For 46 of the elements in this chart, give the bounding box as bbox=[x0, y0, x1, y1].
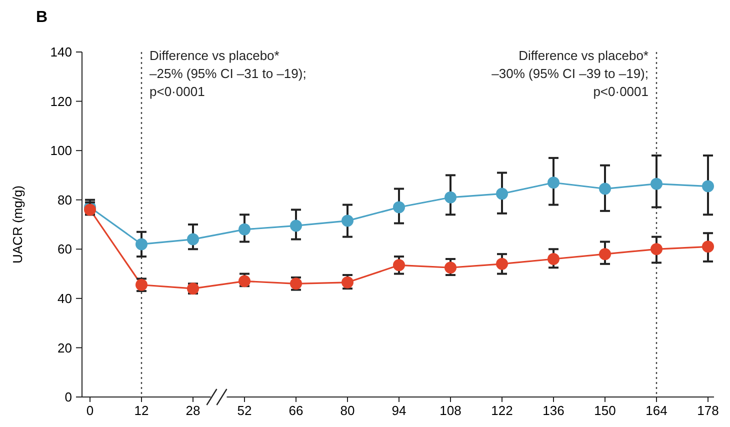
annotation: Difference vs placebo* –30% (95% CI –39 to –19); p<0·0001 bbox=[492, 48, 648, 99]
x-tick-label: 150 bbox=[594, 403, 616, 418]
x-tick-label: 94 bbox=[392, 403, 406, 418]
point bbox=[342, 214, 354, 227]
x-tick-label: 0 bbox=[86, 403, 94, 418]
point bbox=[650, 178, 662, 190]
y-tick-label: 40 bbox=[58, 290, 72, 306]
y-axis-title: UACR (mg/g) bbox=[10, 185, 25, 264]
point bbox=[136, 238, 148, 250]
point bbox=[702, 180, 714, 192]
point bbox=[238, 223, 250, 236]
point bbox=[444, 262, 456, 274]
point bbox=[548, 253, 560, 265]
x-tick-label: 52 bbox=[237, 403, 252, 418]
x-tick-label: 66 bbox=[288, 403, 304, 418]
y-tick-label: 60 bbox=[58, 242, 72, 257]
point bbox=[393, 201, 405, 214]
x-tick-label: 178 bbox=[697, 403, 719, 418]
point bbox=[599, 182, 611, 195]
x-tick-label: 122 bbox=[491, 403, 513, 418]
point bbox=[599, 248, 611, 260]
x-tick-label: 136 bbox=[542, 403, 564, 418]
point bbox=[650, 243, 662, 256]
x-tick-label: 12 bbox=[134, 403, 149, 418]
x-tick-label: 108 bbox=[440, 403, 462, 418]
annotation: Difference vs placebo* –25% (95% CI –31 to –19); p<0·0001 bbox=[150, 48, 306, 99]
point bbox=[496, 188, 508, 200]
y-tick-label: 0 bbox=[64, 390, 72, 405]
point bbox=[393, 259, 405, 272]
y-tick-label: 20 bbox=[58, 340, 72, 356]
y-tick-label: 100 bbox=[50, 143, 72, 158]
point bbox=[548, 176, 560, 189]
point bbox=[84, 204, 96, 216]
x-tick-label: 80 bbox=[340, 403, 355, 418]
x-tick-label: 28 bbox=[186, 403, 200, 418]
point bbox=[238, 275, 250, 288]
x-tick-label: 164 bbox=[646, 403, 668, 418]
y-tick-label: 120 bbox=[50, 94, 72, 109]
point bbox=[496, 258, 508, 270]
point bbox=[187, 233, 199, 246]
chart-title: B bbox=[36, 9, 48, 26]
point bbox=[444, 191, 456, 204]
point bbox=[290, 220, 302, 232]
y-tick-label: 80 bbox=[58, 192, 72, 208]
y-tick-label: 140 bbox=[50, 44, 72, 60]
point bbox=[702, 240, 714, 253]
